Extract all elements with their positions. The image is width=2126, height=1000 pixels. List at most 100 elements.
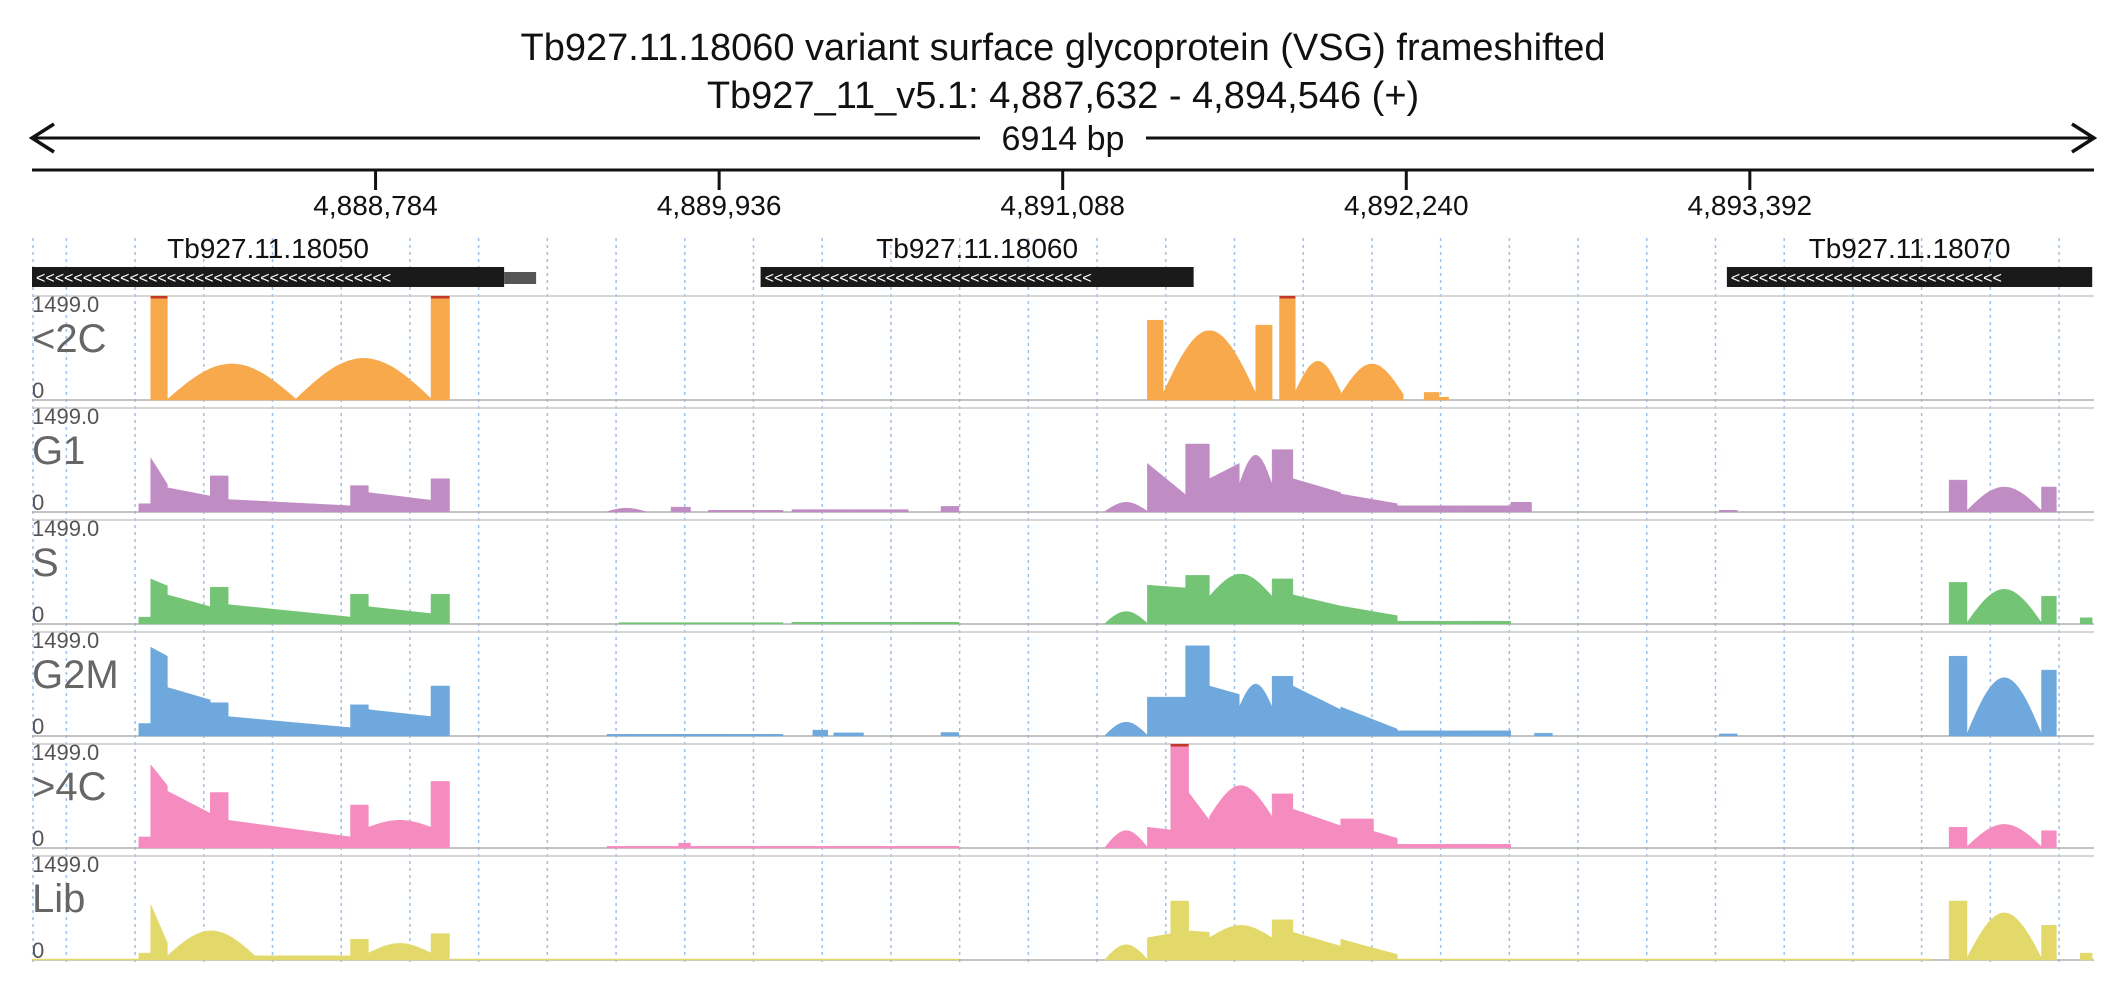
coverage-area [430,933,450,961]
coverage-area [350,804,369,849]
track-max-label: 1499.0 [32,516,99,541]
gene-label: Tb927.11.18050 [167,233,369,264]
coverage-area [791,622,960,625]
coverage-area [1147,319,1164,401]
coverage-track: 1499.0S 0 [32,516,2094,627]
coverage-area [227,819,351,849]
gene-body [1726,267,2093,287]
coverage-area [1510,502,1532,513]
coverage-area [1147,826,1171,849]
coverage-track: 1499.0>4C 0 [32,740,2094,851]
gene-body [32,267,505,287]
coverage-area [350,704,369,737]
strand-arrows-icon: <<<<<<<<<<<<<<<<<<<<<<<<<<<<< [1731,270,2002,287]
vertical-gridlines [32,238,2060,962]
coverage-area [368,943,432,961]
coverage-area [670,506,691,513]
coverage-area [1147,584,1186,625]
coverage-area [1292,594,1341,625]
track-zero-label: 0 [32,714,44,739]
arrow-left-icon [28,122,55,154]
coverage-area [1271,793,1294,849]
track-name: >4C [32,765,107,809]
coverage-area [1423,505,1511,513]
coverage-area [1209,685,1240,737]
coverage-area [1104,611,1148,625]
coverage-area [1397,730,1511,737]
ruler-ticks: 4,888,784 4,889,936 4,891,088 4,892,240 4,89… [313,170,1812,221]
gene-utr [504,272,537,284]
coverage-area [31,958,140,961]
chart-subtitle: Tb927_11_v5.1: 4,887,632 - 4,894,546 (+) [707,75,1419,117]
coverage-area [167,363,297,401]
coverage-area [1397,505,1425,513]
gene-label: Tb927.11.18070 [1809,233,2011,264]
coverage-area [606,734,784,737]
coverage-area [167,594,211,625]
coverage-area [2080,952,2093,961]
coverage-area [430,593,450,625]
coverage-area [150,295,168,401]
track-max-label: 1499.0 [32,852,99,877]
coverage-area [1340,363,1404,401]
coverage-area [150,904,168,961]
coverage-area [1340,938,1398,961]
coverage-area [430,685,450,737]
coverage-area [1397,958,1932,961]
coverage-area [1948,582,1968,625]
coverage-area [254,955,351,961]
coverage-tracks: 1499.0<2C01499.0G101499.0S01499.0G2M0149… [31,292,2094,963]
coverage-area [1966,486,2042,513]
coverage-area [350,938,369,961]
coverage-area [1279,295,1296,401]
coverage-area [1209,573,1273,625]
coverage-area [2080,617,2093,625]
coverage-area [138,723,151,737]
coverage-area [606,507,647,513]
clip-marker [150,296,168,299]
coverage-area [210,586,229,625]
tick-label: 4,892,240 [1344,190,1469,221]
coverage-area [138,836,151,849]
coverage-area [167,930,256,961]
coverage-area [833,732,864,737]
coverage-area [1239,683,1273,737]
track-name: S [32,541,59,585]
coverage-area [1373,830,1398,849]
coverage-area [150,646,168,737]
coverage-area [227,499,351,513]
coverage-area [940,732,960,737]
coverage-area [1271,919,1294,961]
track-zero-label: 0 [32,826,44,851]
coverage-area [1271,578,1294,625]
coverage-area [1719,733,1738,737]
tick-label: 4,889,936 [657,190,782,221]
coverage-area [295,358,432,401]
coverage-area [606,846,960,849]
track-zero-label: 0 [32,378,44,403]
track-name: <2C [32,317,107,361]
coverage-area [1397,843,1511,849]
coverage-area [167,790,211,849]
gene-label: Tb927.11.18060 [876,233,1078,264]
track-zero-label: 0 [32,490,44,515]
coverage-area [368,606,432,625]
coverage-area [1948,655,1968,737]
coverage-area [1170,743,1189,849]
coverage-area [1948,900,1968,961]
coverage-area [2041,595,2057,625]
coverage-area [1170,900,1189,961]
coverage-area [1340,706,1398,737]
coverage-area [1104,502,1148,513]
coverage-area [167,687,211,737]
track-name: G1 [32,429,85,473]
coverage-area [1185,443,1210,513]
track-zero-label: 0 [32,602,44,627]
gene-track: <<<<<<<<<<<<<<<<<<<<<<<<<<<<<<<<<<<<<< Tb… [32,233,2093,287]
coverage-area [138,503,151,513]
coverage-area [2041,830,2057,849]
coverage-area [227,716,351,737]
coverage-area [2041,669,2057,737]
